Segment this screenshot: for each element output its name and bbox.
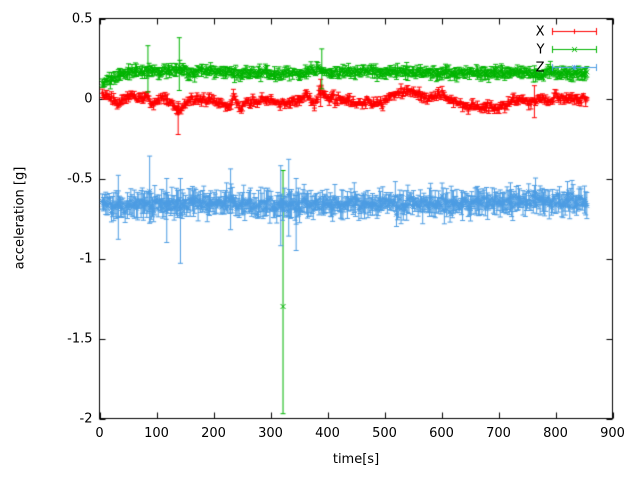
y-tick-label: -1.5 bbox=[67, 331, 93, 346]
legend-label-y: Y bbox=[536, 42, 545, 57]
legend-label-z: Z bbox=[535, 60, 545, 75]
x-tick-label: 400 bbox=[315, 425, 340, 441]
x-tick-label: 0 bbox=[95, 425, 104, 441]
y-axis-title: acceleration [g] bbox=[12, 166, 28, 270]
legend-label-x: X bbox=[535, 24, 545, 39]
y-tick-label: -0.5 bbox=[67, 171, 93, 186]
y-tick-label: 0 bbox=[84, 91, 93, 106]
y-tick-label: 0.5 bbox=[71, 11, 93, 26]
x-tick-label: 800 bbox=[543, 425, 568, 441]
x-tick-label: 100 bbox=[144, 425, 169, 441]
x-tick-label: 200 bbox=[201, 425, 226, 441]
y-tick-label: -2 bbox=[79, 411, 93, 426]
x-axis-title: time[s] bbox=[332, 452, 380, 467]
x-tick-label: 600 bbox=[429, 425, 454, 441]
x-tick-label: 300 bbox=[258, 425, 283, 441]
y-tick-label: -1 bbox=[79, 251, 93, 266]
x-tick-label: 900 bbox=[600, 425, 625, 441]
x-tick-label: 700 bbox=[486, 425, 511, 441]
x-tick-label: 500 bbox=[372, 425, 397, 441]
